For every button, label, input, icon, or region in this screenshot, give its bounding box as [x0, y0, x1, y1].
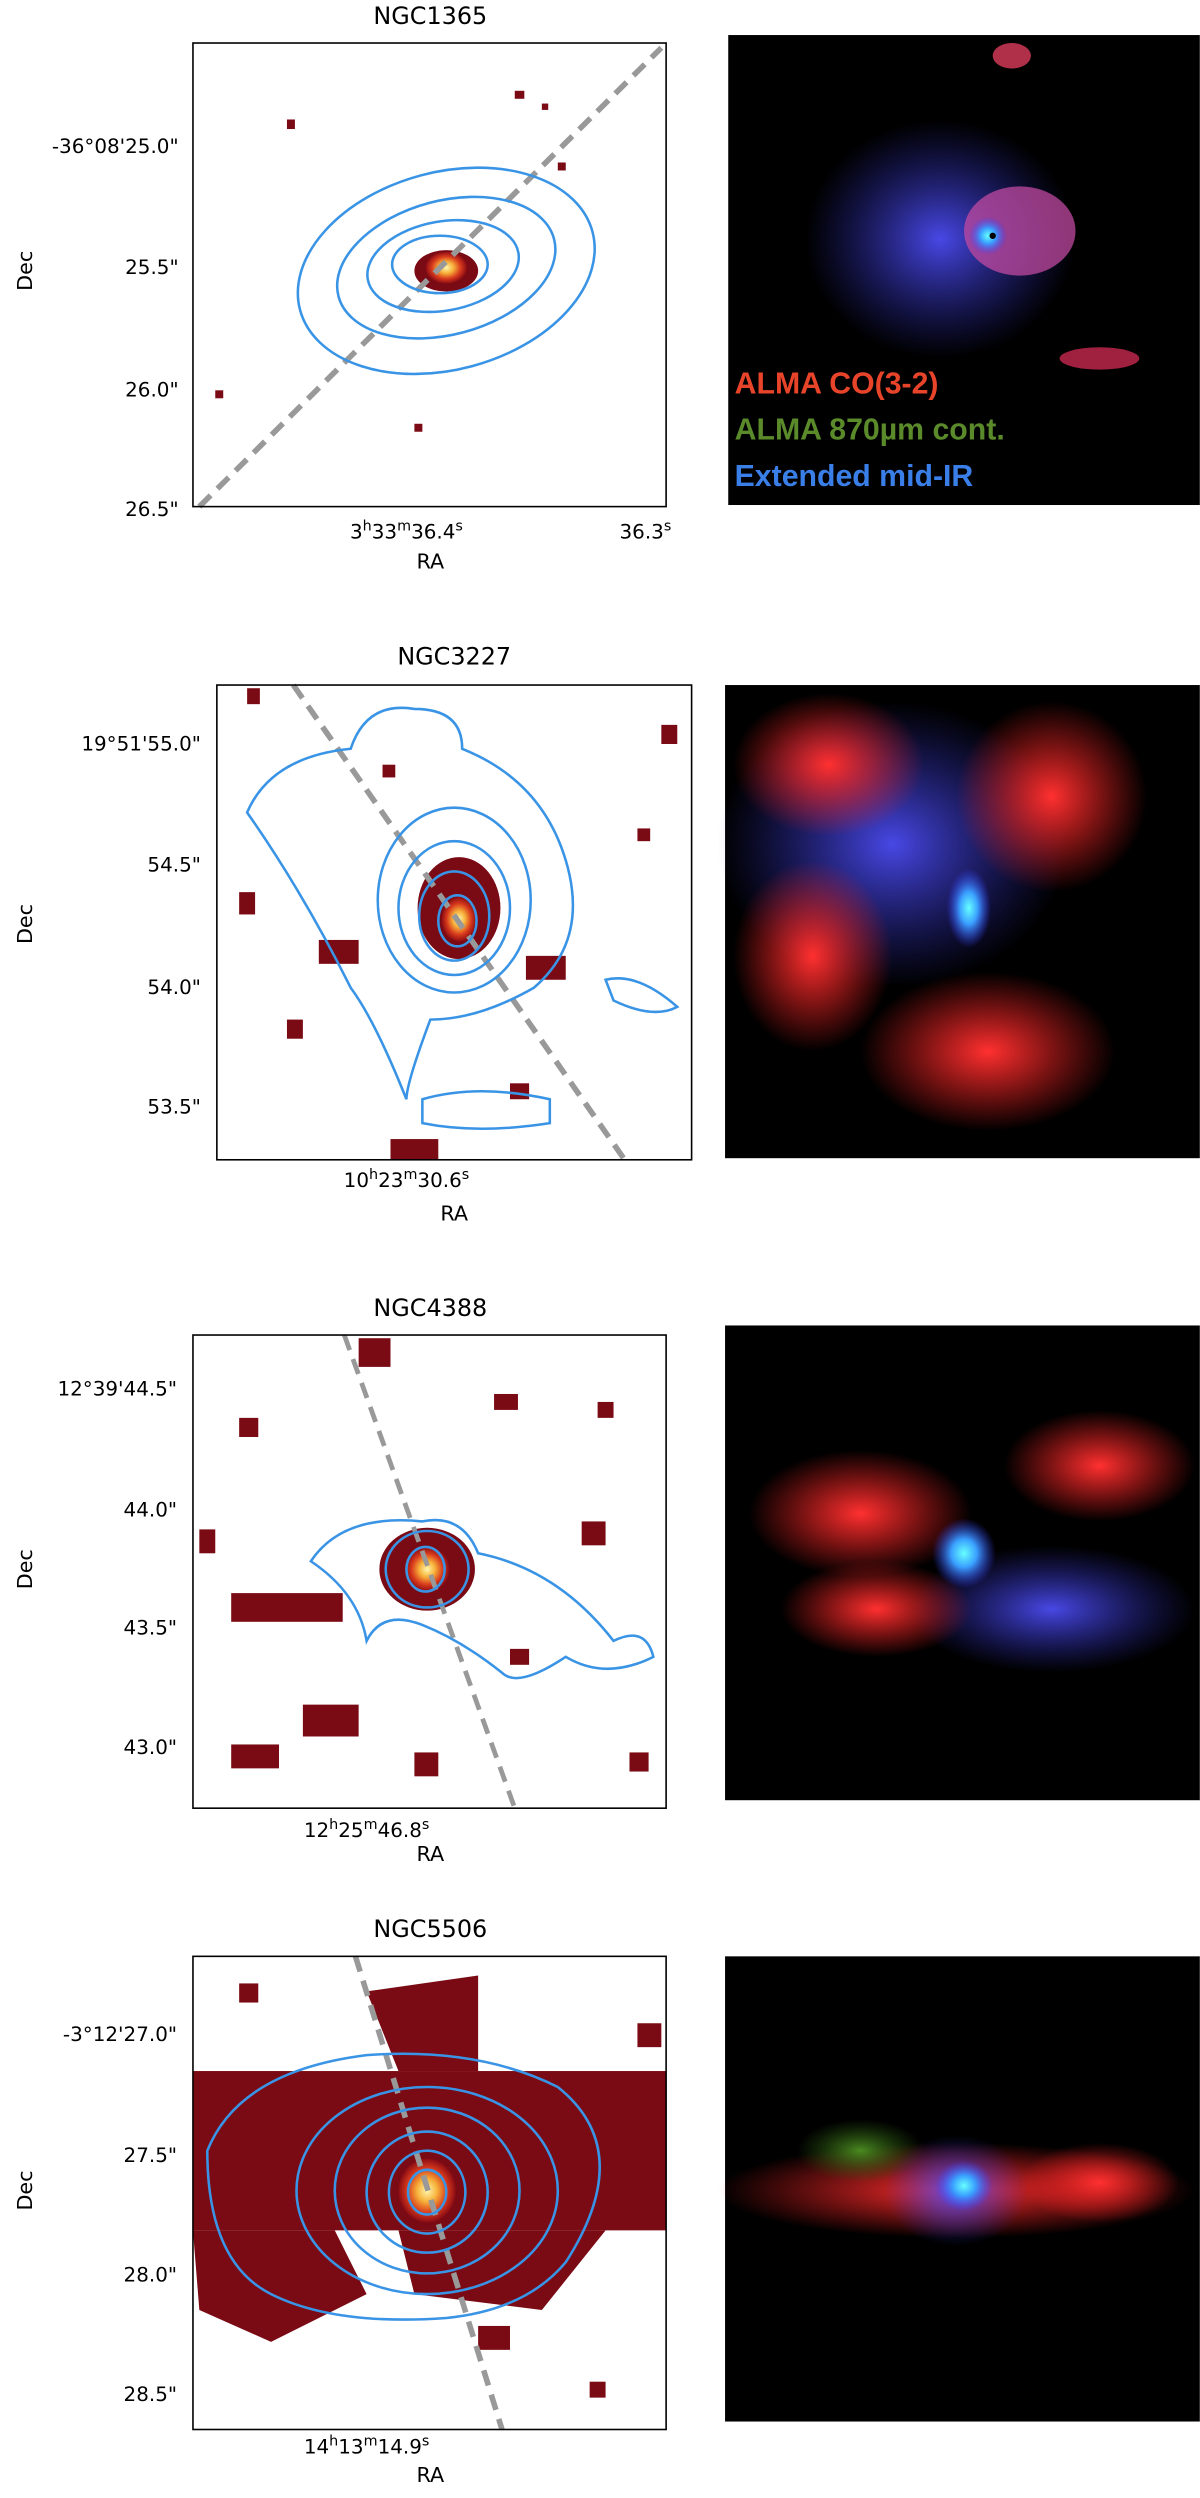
- y-tick-label: 43.0": [124, 1736, 177, 1759]
- y-tick-label: 43.5": [124, 1617, 177, 1640]
- tick-number: 36.4: [411, 520, 455, 543]
- y-tick-label: 26.0": [125, 379, 178, 402]
- y-tick-label: -3°12'27.0": [63, 2023, 177, 2046]
- tick-number: 13: [338, 2435, 363, 2458]
- x-tick-label: 36.3s: [620, 518, 672, 543]
- x-tick-label: 10h23m30.6s: [344, 1167, 470, 1192]
- panel-title: NGC1365: [373, 2, 487, 30]
- panel-title: NGC4388: [373, 1294, 487, 1322]
- panel-title: NGC3227: [397, 642, 511, 670]
- y-tick-label: 28.0": [124, 2263, 177, 2286]
- x-tick-label: 12h25m46.8s: [304, 1817, 430, 1842]
- tick-number: 23: [378, 1169, 403, 1192]
- tick-number: 14: [304, 2435, 329, 2458]
- panel-3-image: [192, 1325, 1200, 1809]
- tick-number: 36.3: [620, 520, 664, 543]
- tick-unit: h: [329, 1817, 338, 1833]
- tick-unit: m: [397, 518, 411, 534]
- y-axis-label: Dec: [13, 251, 37, 291]
- legend-entry: ALMA 870µm cont.: [735, 414, 1005, 447]
- y-tick-label: 26.5": [125, 498, 178, 521]
- x-axis-label: RA: [416, 550, 444, 574]
- x-tick-label: 14h13m14.9s: [304, 2433, 430, 2458]
- tick-number: 12: [304, 1819, 329, 1842]
- tick-unit: s: [455, 518, 462, 534]
- x-axis-label: RA: [416, 2463, 444, 2487]
- x-tick-label: 3h33m36.4s: [350, 518, 463, 543]
- tick-number: 3: [350, 520, 363, 543]
- y-axis-label: Dec: [13, 904, 37, 944]
- tick-number: 33: [372, 520, 397, 543]
- tick-number: 30.6: [417, 1169, 461, 1192]
- tick-unit: h: [369, 1167, 378, 1183]
- panel-4-image: [192, 1955, 1200, 2431]
- y-tick-label: 28.5": [124, 2383, 177, 2406]
- tick-unit: s: [462, 1167, 469, 1183]
- tick-number: 46.8: [378, 1819, 422, 1842]
- tick-unit: s: [422, 1817, 429, 1833]
- y-tick-label: 53.5": [147, 1096, 200, 1119]
- tick-unit: m: [403, 1167, 417, 1183]
- y-tick-label: 54.5": [147, 853, 200, 876]
- tick-unit: m: [364, 2433, 378, 2449]
- panel-title: NGC5506: [373, 1915, 487, 1943]
- tick-number: 10: [344, 1169, 369, 1192]
- tick-unit: s: [664, 518, 671, 534]
- y-tick-label: 25.5": [125, 256, 178, 279]
- tick-unit: h: [329, 2433, 338, 2449]
- tick-number: 25: [338, 1819, 363, 1842]
- y-axis-label: Dec: [13, 2170, 37, 2210]
- y-tick-label: -36°08'25.0": [52, 135, 179, 158]
- tick-unit: h: [363, 518, 372, 534]
- y-tick-label: 19°51'55.0": [81, 732, 201, 755]
- panel-2-image: [216, 683, 1200, 1162]
- y-axis-label: Dec: [13, 1549, 37, 1589]
- x-axis-label: RA: [440, 1201, 468, 1225]
- y-tick-label: 54.0": [147, 976, 200, 999]
- panel-1-image: [192, 35, 1200, 509]
- y-tick-label: 27.5": [124, 2144, 177, 2167]
- x-axis-label: RA: [416, 1842, 444, 1866]
- tick-unit: m: [364, 1817, 378, 1833]
- legend-entry: Extended mid-IR: [735, 460, 974, 493]
- tick-unit: s: [422, 2433, 429, 2449]
- tick-number: 14.9: [378, 2435, 422, 2458]
- y-tick-label: 44.0": [124, 1499, 177, 1522]
- y-tick-label: 12°39'44.5": [57, 1378, 177, 1401]
- legend-entry: ALMA CO(3-2): [735, 367, 939, 400]
